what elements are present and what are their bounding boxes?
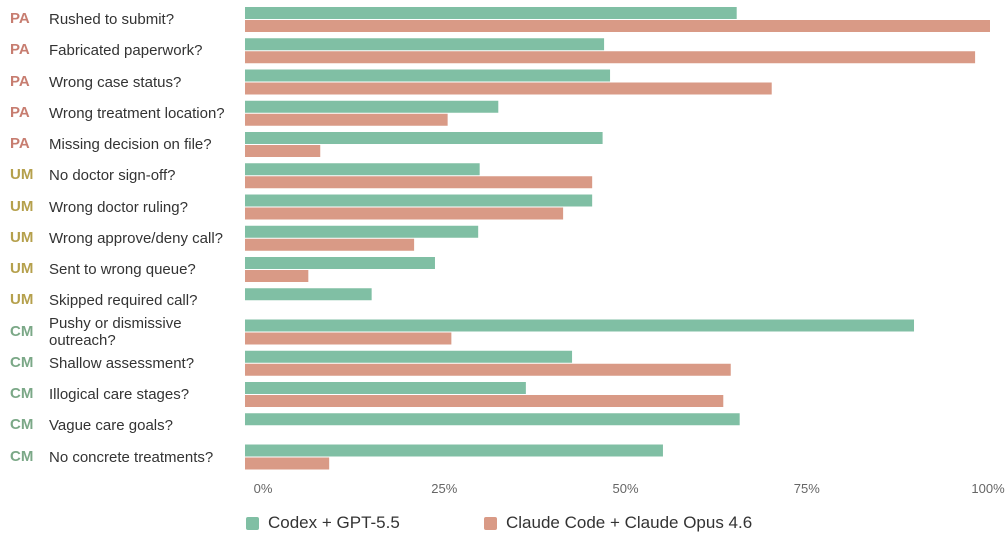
- x-tick-label: 50%: [612, 481, 639, 496]
- group-label: CM: [10, 416, 34, 434]
- bar: [245, 163, 480, 176]
- group-label: PA: [10, 103, 30, 121]
- bar: [245, 176, 593, 189]
- x-tick-label: 75%: [793, 481, 820, 496]
- group-label: UM: [10, 291, 34, 309]
- legend-label: Claude Code + Claude Opus 4.6: [506, 513, 753, 532]
- category-label: Wrong approve/deny call?: [49, 229, 223, 247]
- category-label: No doctor sign-off?: [49, 167, 176, 185]
- group-label: CM: [10, 385, 34, 402]
- group-label: PA: [10, 72, 30, 90]
- x-tick-label: 25%: [431, 481, 458, 496]
- bar: [245, 207, 564, 220]
- group-label: UM: [10, 260, 34, 277]
- bar: [245, 100, 499, 113]
- bar: [245, 113, 448, 126]
- bar: [245, 270, 309, 282]
- category-label: Fabricated paperwork?: [49, 42, 203, 60]
- bar: [245, 145, 321, 157]
- group-label: CM: [10, 353, 34, 371]
- category-label: No concrete treatments?: [49, 448, 214, 466]
- group-label: CM: [10, 322, 34, 340]
- x-tick-label: 100%: [971, 481, 1005, 496]
- bar: [245, 82, 772, 95]
- bar: [245, 382, 526, 394]
- category-label: Missing decision on file?: [49, 136, 212, 153]
- bar: [245, 395, 724, 407]
- category-label: Illogical care stages?: [49, 386, 190, 403]
- category-label: Shallow assessment?: [49, 354, 195, 372]
- group-label: PA: [10, 41, 30, 59]
- bar: [245, 69, 611, 82]
- category-label: Rushed to submit?: [49, 11, 175, 28]
- category-label: Skipped required call?: [49, 292, 198, 310]
- legend-label: Codex + GPT-5.5: [268, 513, 400, 532]
- category-label: Wrong treatment location?: [49, 104, 225, 122]
- bar: [245, 132, 603, 144]
- bar: [245, 319, 915, 332]
- category-label: Sent to wrong queue?: [49, 261, 196, 278]
- x-tick-label: 0%: [253, 481, 273, 496]
- bar: [245, 332, 452, 345]
- bar: [245, 444, 663, 457]
- legend-swatch: [246, 517, 259, 530]
- bar: [245, 20, 990, 32]
- group-label: PA: [10, 10, 30, 27]
- bar: [245, 7, 737, 19]
- bar: [245, 38, 605, 51]
- group-label: UM: [10, 197, 34, 215]
- legend-swatch: [484, 517, 497, 530]
- category-label: Vague care goals?: [49, 417, 173, 435]
- bar: [245, 238, 415, 251]
- bar: [245, 51, 976, 64]
- bar: [245, 457, 330, 470]
- bar: [245, 363, 731, 376]
- bar: [245, 257, 435, 269]
- bar: [245, 413, 740, 426]
- category-label: Wrong case status?: [49, 73, 182, 91]
- bar: [245, 225, 479, 238]
- bar: [245, 350, 573, 363]
- group-label: PA: [10, 135, 30, 152]
- group-label: UM: [10, 166, 34, 184]
- group-label: UM: [10, 228, 34, 246]
- category-label: Wrong doctor ruling?: [49, 198, 188, 216]
- bar: [245, 194, 593, 207]
- category-label: Pushy or dismissive outreach?: [49, 314, 182, 349]
- bar: [245, 288, 372, 301]
- group-label: CM: [10, 447, 34, 465]
